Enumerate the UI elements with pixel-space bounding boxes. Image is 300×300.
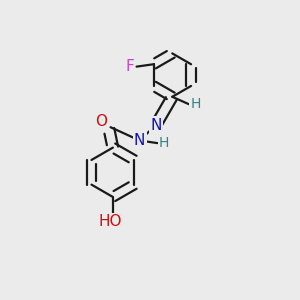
Text: O: O [95, 114, 107, 129]
Text: N: N [134, 133, 145, 148]
Text: F: F [125, 59, 134, 74]
Text: H: H [190, 97, 201, 111]
Text: N: N [150, 118, 162, 133]
Text: H: H [159, 136, 169, 151]
Text: HO: HO [99, 214, 122, 229]
